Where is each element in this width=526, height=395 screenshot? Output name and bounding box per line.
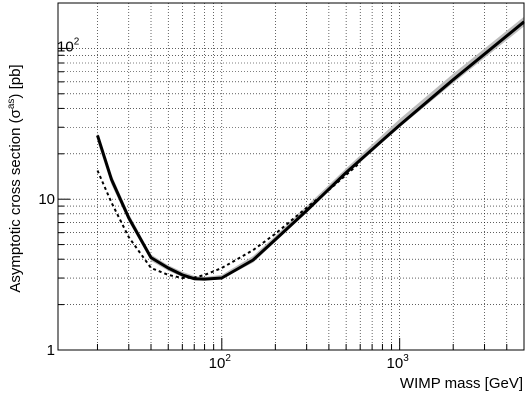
y-tick-label: 1	[47, 342, 55, 359]
y-axis-label-tail: ) [pb]	[7, 64, 24, 98]
y-axis-label: Asymptotic cross section (σas) [pb]	[6, 64, 24, 292]
plot-frame	[57, 2, 525, 351]
y-axis-label-superscript: as	[6, 99, 17, 110]
y-tick-label: 10	[38, 191, 55, 208]
x-tick-label: 103	[387, 353, 410, 372]
tick-labels: 1 10 102 102 103	[38, 36, 409, 372]
x-tick-label: 102	[209, 353, 232, 372]
y-tick-label: 102	[57, 36, 80, 55]
solid-limit-line	[96, 20, 525, 281]
uncertainty-band	[97, 16, 524, 281]
y-axis-label-main: Asymptotic cross section (σ	[7, 108, 24, 292]
x-axis-label: WIMP mass [GeV]	[400, 375, 523, 392]
plot-series	[96, 16, 525, 281]
dashed-limit-line	[96, 161, 361, 279]
axis-ticks	[58, 2, 508, 351]
grid-lines	[58, 2, 524, 350]
